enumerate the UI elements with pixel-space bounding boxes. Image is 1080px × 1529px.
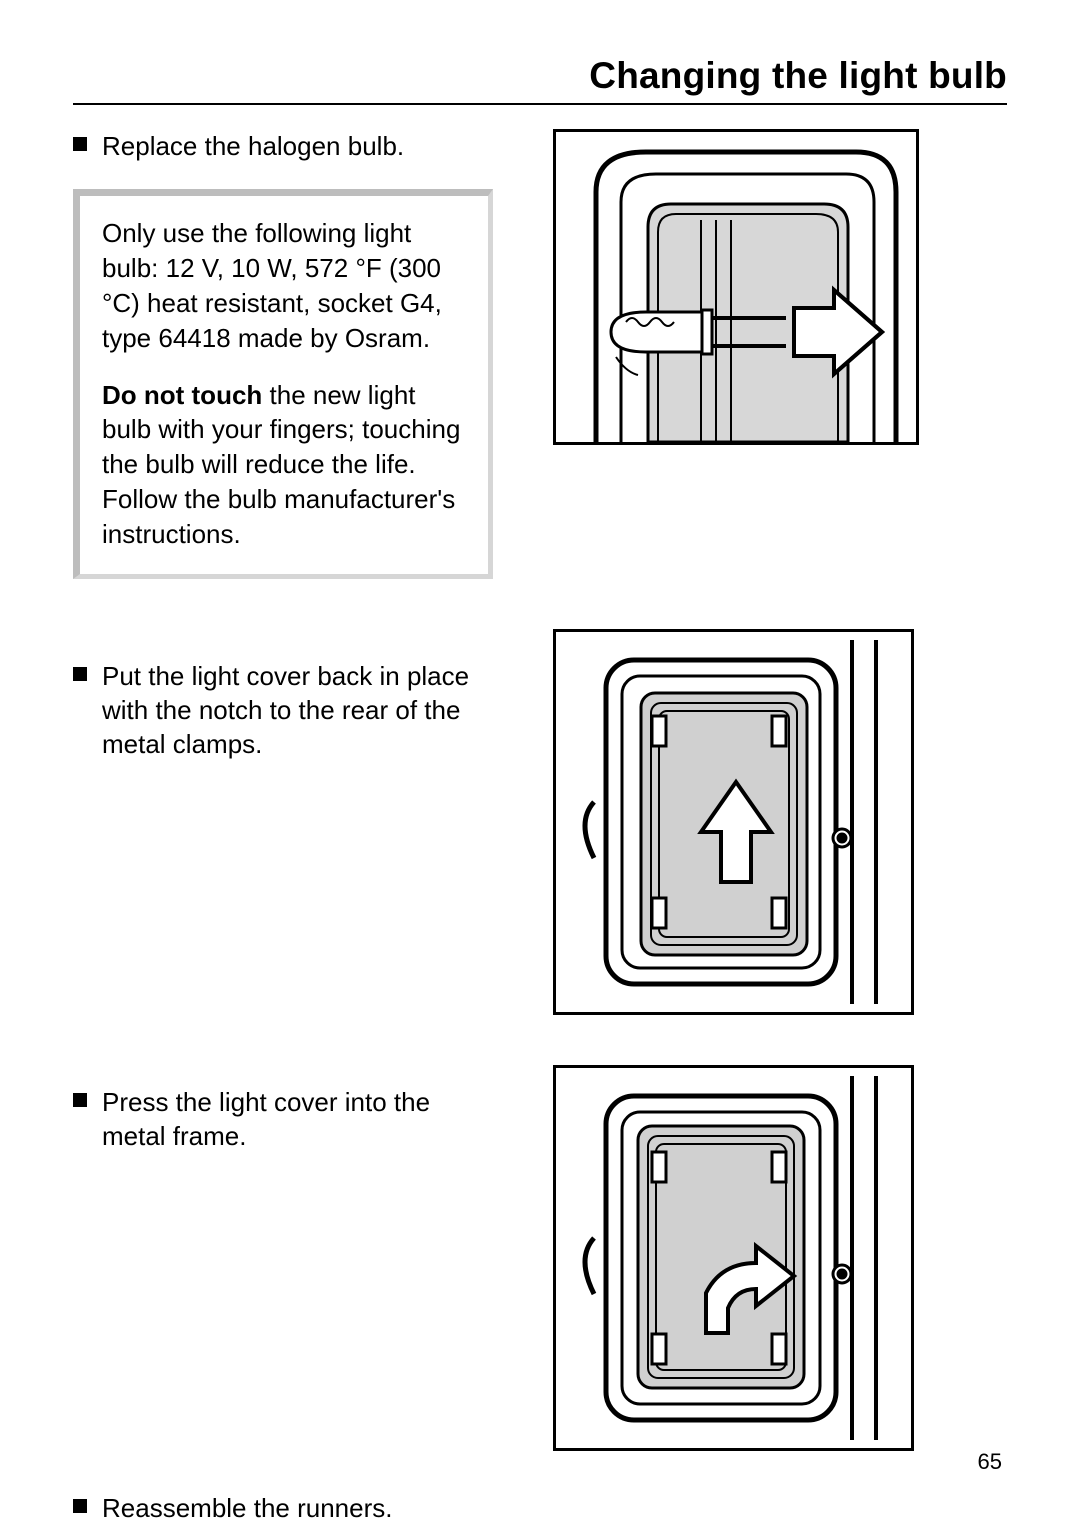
bullet-icon <box>73 137 87 151</box>
page-number: 65 <box>978 1449 1002 1475</box>
note-box: Only use the following light bulb: 12 V,… <box>73 189 493 578</box>
left-block-1: Replace the halogen bulb. Only use the f… <box>73 129 493 579</box>
note-strong: Do not touch <box>102 380 262 410</box>
step-2: Put the light cover back in place with t… <box>73 659 493 762</box>
step-1: Replace the halogen bulb. <box>73 129 493 163</box>
step-4: Reassemble the runners. <box>73 1491 493 1525</box>
figure-3-press <box>553 1065 914 1451</box>
step-3-text: Press the light cover into the metal fra… <box>102 1085 493 1154</box>
bullet-icon <box>73 1093 87 1107</box>
note-paragraph-2: Do not touch the new light bulb with you… <box>102 378 468 552</box>
bullet-icon <box>73 1499 87 1513</box>
step-1-text: Replace the halogen bulb. <box>102 129 404 163</box>
note-paragraph-1: Only use the following light bulb: 12 V,… <box>102 216 468 355</box>
page-title: Changing the light bulb <box>73 55 1007 97</box>
header-divider <box>73 103 1007 105</box>
figure-2-cover <box>553 629 914 1015</box>
step-4-text: Reassemble the runners. <box>102 1491 392 1525</box>
step-3: Press the light cover into the metal fra… <box>73 1085 493 1154</box>
step-2-text: Put the light cover back in place with t… <box>102 659 493 762</box>
bullet-icon <box>73 667 87 681</box>
figure-1-bulb <box>553 129 919 445</box>
